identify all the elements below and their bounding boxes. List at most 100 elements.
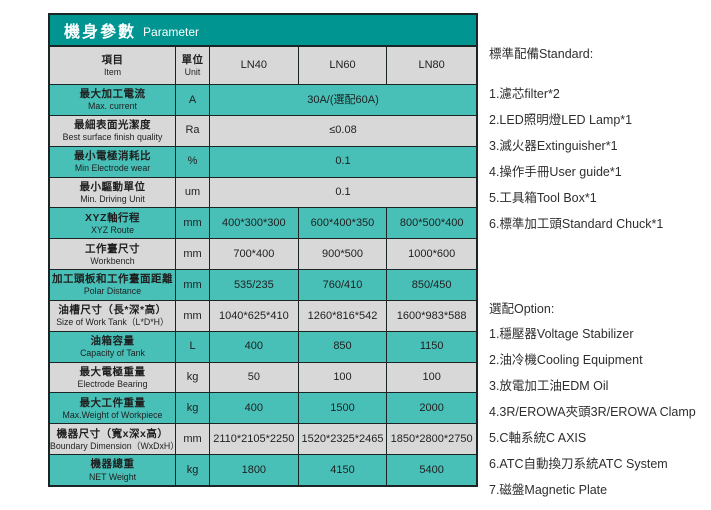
unit-cell: mm xyxy=(176,239,210,270)
value-cell: 400 xyxy=(210,331,299,362)
option-item: 7.磁盤Magnetic Plate xyxy=(489,483,608,497)
table-row-driving-unit: 最小驅動單位 Min. Driving Unit um 0.1 xyxy=(50,176,476,208)
value-cell: 1850*2800*2750 xyxy=(390,432,473,445)
unit-cell: mm xyxy=(176,424,210,455)
table-title-bar: 機身參數 Parameter xyxy=(50,15,476,47)
standard-item: 3.滅火器Extinguisher*1 xyxy=(489,139,618,153)
option-item: 3.放電加工油EDM Oil xyxy=(489,379,609,393)
table-row-workpiece-weight: 最大工件重量 Max.Weight of Workpiece kg 400 15… xyxy=(50,392,476,424)
option-heading: 選配Option: xyxy=(489,302,555,316)
value-cell: 50 xyxy=(210,362,299,393)
unit-cell: kg xyxy=(176,393,210,424)
value-cell: 1260*816*542 xyxy=(299,300,388,331)
item-cell: 加工頭板和工作臺面距離 Polar Distance xyxy=(50,270,176,300)
item-cell: 工作臺尺寸 Workbench xyxy=(50,239,176,270)
table-header-row: 項目 Item 單位 Unit LN40 LN60 LN80 xyxy=(50,47,476,84)
standard-item: 4.操作手冊User guide*1 xyxy=(489,165,622,179)
table-row-polar-distance: 加工頭板和工作臺面距離 Polar Distance mm 535/235 76… xyxy=(50,269,476,300)
value-cell: 1600*983*588 xyxy=(396,309,467,322)
item-cell: 機器尺寸（寬x深x高） Boundary Dimension（WxDxH） xyxy=(50,424,176,455)
table-row-surface-finish: 最細表面光潔度 Best surface finish quality Ra ≤… xyxy=(50,114,476,146)
standard-heading: 標準配備Standard: xyxy=(489,47,594,61)
table-row-boundary-dimension: 機器尺寸（寬x深x高） Boundary Dimension（WxDxH） mm… xyxy=(50,423,476,455)
value-cell: 600*400*350 xyxy=(299,208,388,239)
header-unit: 單位 Unit xyxy=(176,47,210,84)
value-cell: 1150 xyxy=(419,340,444,353)
value-cell: 850/450 xyxy=(411,278,452,291)
value-cell: 1500 xyxy=(299,393,388,424)
table-row-xyz-route: XYZ軸行程 XYZ Route mm 400*300*300 600*400*… xyxy=(50,207,476,239)
item-cell: 油槽尺寸（長*深*高） Size of Work Tank（L*D*H） xyxy=(50,300,176,331)
value-cell: 1000*600 xyxy=(408,247,456,260)
item-cell: 最大加工電流 Max. current xyxy=(50,85,176,115)
option-list: 選配Option: 1.穩壓器Voltage Stabilizer 2.油冷機C… xyxy=(489,303,709,510)
value-cell: 4150 xyxy=(299,455,388,485)
table-row-net-weight: 機器總重 NET Weight kg 1800 4150 5400 xyxy=(50,454,476,485)
value-cell: 2110*2105*2250 xyxy=(210,424,299,455)
header-model-ln60: LN60 xyxy=(299,47,388,84)
header-model-ln40: LN40 xyxy=(210,47,299,84)
standard-item: 1.濾芯filter*2 xyxy=(489,87,560,101)
standard-item: 6.標準加工頭Standard Chuck*1 xyxy=(489,217,664,231)
unit-cell: mm xyxy=(176,270,210,300)
table-row-workbench: 工作臺尺寸 Workbench mm 700*400 900*500 1000*… xyxy=(50,238,476,270)
value-cell: 0.1 xyxy=(335,155,351,168)
header-item-en: Item xyxy=(103,66,122,77)
item-cell: 最細表面光潔度 Best surface finish quality xyxy=(50,115,176,146)
value-cell: 1040*625*410 xyxy=(210,300,299,331)
option-item: 1.穩壓器Voltage Stabilizer xyxy=(489,327,634,341)
table-row-tank-capacity: 油箱容量 Capacity of Tank L 400 850 1150 xyxy=(50,330,476,362)
value-cell: 1800 xyxy=(210,455,299,485)
header-item: 項目 Item xyxy=(50,47,176,84)
unit-cell: % xyxy=(176,146,210,177)
unit-cell: A xyxy=(176,85,210,115)
header-unit-en: Unit xyxy=(184,66,201,77)
standard-equipment-list: 標準配備Standard: 1.濾芯filter*2 2.LED照明燈LED L… xyxy=(489,48,709,244)
value-cell: 900*500 xyxy=(299,239,388,270)
value-cell: 0.1 xyxy=(335,186,351,199)
table-title-zh: 機身參數 xyxy=(64,24,137,41)
table-row-work-tank: 油槽尺寸（長*深*高） Size of Work Tank（L*D*H） mm … xyxy=(50,299,476,331)
value-cell: 2000 xyxy=(419,402,444,415)
item-cell: 油箱容量 Capacity of Tank xyxy=(50,331,176,362)
value-cell: 800*500*400 xyxy=(399,216,464,229)
unit-cell: kg xyxy=(176,362,210,393)
unit-cell: mm xyxy=(176,300,210,331)
unit-cell: um xyxy=(176,177,210,208)
standard-item: 2.LED照明燈LED Lamp*1 xyxy=(489,113,633,127)
value-cell: 30A/(選配60A) xyxy=(307,93,379,106)
unit-cell: mm xyxy=(176,208,210,239)
value-cell: 100 xyxy=(422,371,441,384)
option-item: 6.ATC自動換刀系統ATC System xyxy=(489,457,668,471)
header-unit-zh: 單位 xyxy=(181,53,204,66)
table-row-electrode-wear: 最小電極消耗比 Min Electrode wear % 0.1 xyxy=(50,145,476,177)
parameter-spec-table: 機身參數 Parameter 項目 Item 單位 Unit LN40 LN60… xyxy=(48,13,478,487)
value-cell: 1520*2325*2465 xyxy=(299,424,388,455)
value-cell: 400*300*300 xyxy=(210,208,299,239)
value-cell: 700*400 xyxy=(210,239,299,270)
header-model-ln80: LN80 xyxy=(418,59,445,72)
item-cell: 機器總重 NET Weight xyxy=(50,455,176,485)
option-item: 2.油冷機Cooling Equipment xyxy=(489,353,643,367)
option-item: 4.3R/EROWA夾頭3R/EROWA Clamp xyxy=(489,405,696,419)
item-cell: 最大工件重量 Max.Weight of Workpiece xyxy=(50,393,176,424)
unit-cell: Ra xyxy=(176,115,210,146)
option-item: 5.C軸系統C AXIS xyxy=(489,431,587,445)
unit-cell: kg xyxy=(176,455,210,485)
value-cell: ≤0.08 xyxy=(329,124,357,137)
value-cell: 400 xyxy=(210,393,299,424)
unit-cell: L xyxy=(176,331,210,362)
item-cell: 最小驅動單位 Min. Driving Unit xyxy=(50,177,176,208)
value-cell: 760/410 xyxy=(299,270,388,300)
standard-item: 5.工具箱Tool Box*1 xyxy=(489,191,597,205)
table-title-en: Parameter xyxy=(143,25,200,39)
table-row-electrode-bearing: 最大電極重量 Electrode Bearing kg 50 100 100 xyxy=(50,361,476,393)
item-cell: 最小電極消耗比 Min Electrode wear xyxy=(50,146,176,177)
table-row-max-current: 最大加工電流 Max. current A 30A/(選配60A) xyxy=(50,84,476,115)
value-cell: 100 xyxy=(299,362,388,393)
item-cell: XYZ軸行程 XYZ Route xyxy=(50,208,176,239)
value-cell: 850 xyxy=(299,331,388,362)
value-cell: 535/235 xyxy=(210,270,299,300)
item-cell: 最大電極重量 Electrode Bearing xyxy=(50,362,176,393)
value-cell: 5400 xyxy=(419,463,444,476)
